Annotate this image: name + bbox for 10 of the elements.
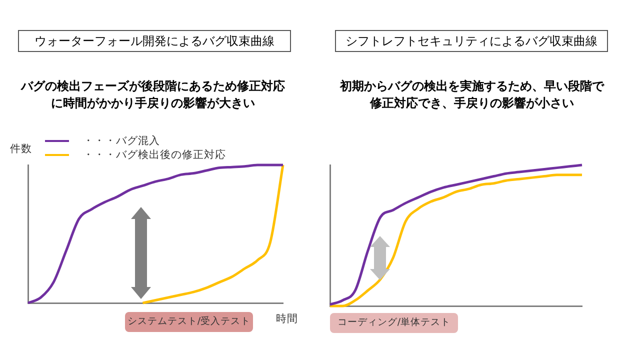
chart-title: ウォーターフォール開発によるバグ収束曲線 (18, 30, 291, 52)
text: コーディング/単体テスト (330, 313, 458, 333)
text: システムテスト/受入テスト (125, 312, 253, 332)
chart-subtitle: バグの検出フェーズが後段階にあるため修正対応に時間がかかり手戻りの影響が大きい (20, 78, 286, 112)
y-axis-title: 件数 (10, 142, 32, 156)
legend-label: ・・・バグ混入 (83, 134, 160, 148)
chart-title: シフトレフトセキュリティによるバグ収束曲線 (335, 30, 608, 52)
legend-label: ・・・バグ検出後の修正対応 (83, 148, 226, 162)
x-axis-title: 時間 (276, 312, 298, 326)
chart-subtitle: 初期からバグの検出を実施するため、早い段階で修正対応でき、手戻りの影響が小さい (338, 78, 606, 112)
